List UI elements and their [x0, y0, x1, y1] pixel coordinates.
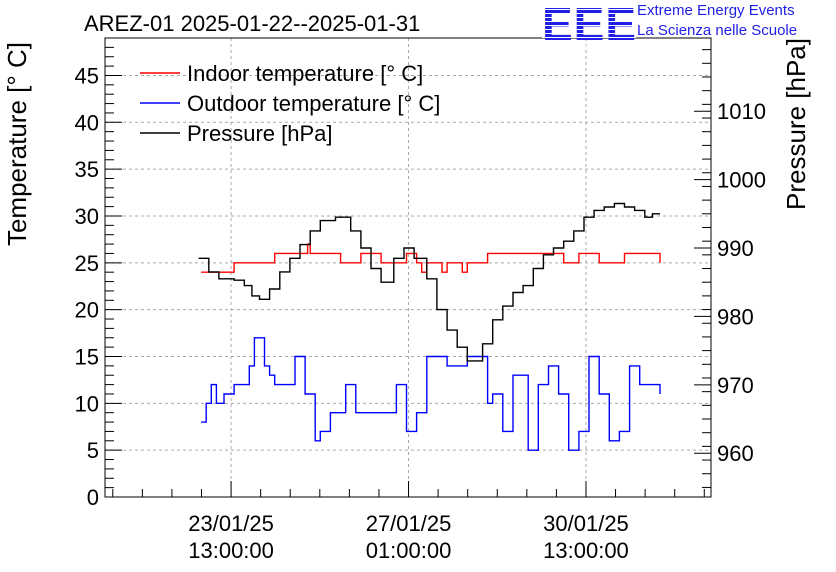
right-axis-tick-label: 980	[717, 304, 754, 329]
y-axis-label: Temperature [° C]	[2, 42, 32, 246]
x-axis-tick-label-time: 13:00:00	[543, 538, 629, 563]
chart-title: AREZ-01 2025-01-22--2025-01-31	[84, 11, 420, 36]
plot-frame	[104, 37, 712, 498]
right-axis-tick-label: 970	[717, 373, 754, 398]
left-axis-tick-label: 5	[87, 438, 99, 463]
right-axis-tick-labels: 960 970 980 990 1000 1010	[717, 99, 766, 466]
legend-label-outdoor: Outdoor temperature [° C]	[187, 91, 440, 116]
left-axis-tick-label: 0	[87, 485, 99, 510]
right-axis-tick-label: 1010	[717, 99, 766, 124]
brand-line-1: Extreme Energy Events	[637, 2, 795, 19]
left-axis-tick-label: 35	[75, 157, 99, 182]
tick-marks	[105, 37, 711, 498]
x-axis-tick-label-time: 13:00:00	[188, 538, 274, 563]
x-axis-tick-label-date: 27/01/25	[366, 511, 452, 536]
y2-axis-label: Pressure [hPa]	[781, 38, 811, 210]
x-axis-tick-label-time: 01:00:00	[366, 538, 452, 563]
x-axis-tick-label-date: 23/01/25	[188, 511, 274, 536]
legend: Indoor temperature [° C] Outdoor temperat…	[140, 61, 440, 146]
left-axis-tick-label: 10	[75, 391, 99, 416]
series-line-pressure	[198, 202, 660, 362]
series-layer	[198, 202, 661, 451]
right-axis-tick-label: 1000	[717, 168, 766, 193]
series-line-indoor	[201, 243, 661, 273]
left-axis-tick-label: 40	[75, 110, 99, 135]
left-axis-tick-label: 15	[75, 344, 99, 369]
series-line-outdoor	[201, 337, 661, 451]
left-axis-tick-label: 20	[75, 298, 99, 323]
legend-label-pressure: Pressure [hPa]	[187, 121, 333, 146]
left-axis-tick-label: 25	[75, 251, 99, 276]
x-axis-tick-label-date: 30/01/25	[543, 511, 629, 536]
eee-logo: EEE	[542, 0, 638, 50]
left-axis-tick-label: 45	[75, 63, 99, 88]
brand-line-2: La Scienza nelle Scuole	[637, 22, 798, 39]
left-axis-tick-labels: 0 5 10 15 20 25 30 35 40 45	[75, 63, 99, 510]
right-axis-tick-label: 960	[717, 441, 754, 466]
right-axis-tick-label: 990	[717, 236, 754, 261]
left-axis-tick-label: 30	[75, 204, 99, 229]
legend-label-indoor: Indoor temperature [° C]	[187, 61, 423, 86]
x-axis-tick-labels: 23/01/2513:00:0027/01/2501:00:0030/01/25…	[188, 511, 629, 563]
